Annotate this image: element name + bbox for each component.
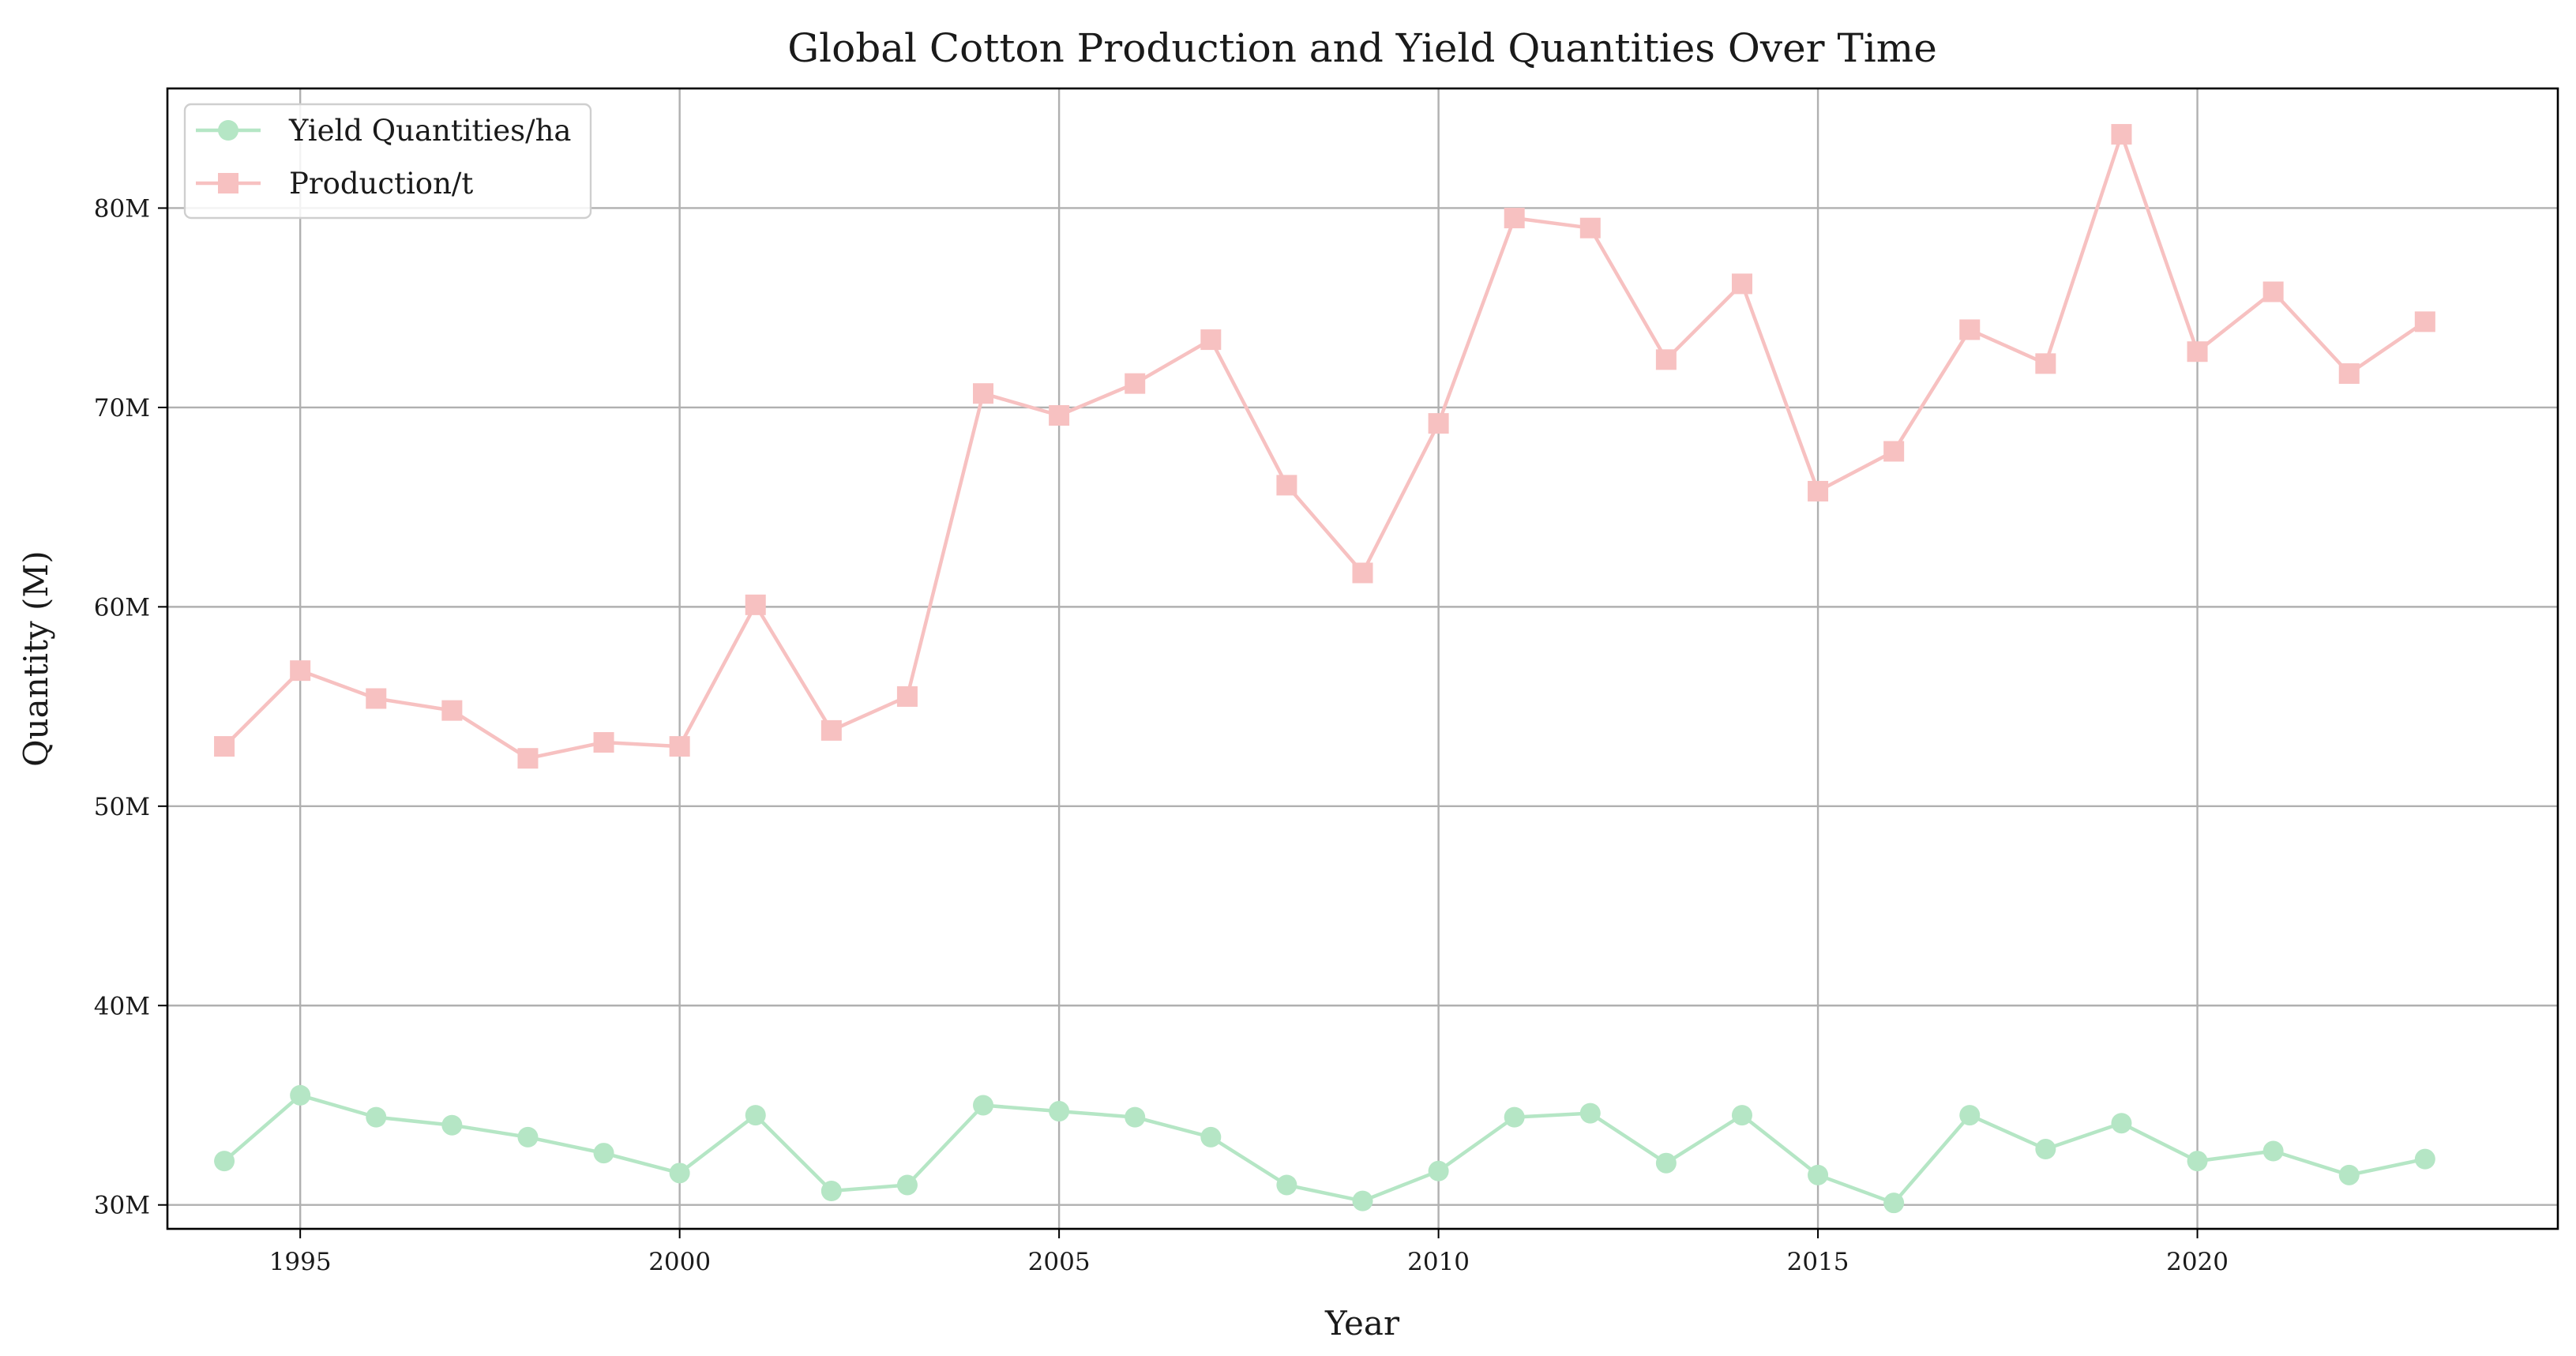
data-point-production (1049, 405, 1070, 426)
legend-marker-yield (218, 120, 238, 141)
data-point-production (896, 686, 918, 707)
series-line-production (223, 132, 2427, 761)
data-point-production (214, 736, 235, 757)
data-point-yield (1049, 1101, 1070, 1122)
data-point-yield (2111, 1113, 2132, 1134)
data-point-production (441, 700, 463, 721)
data-point-yield (366, 1106, 387, 1128)
y-tick-label: 40M (94, 992, 150, 1020)
data-point-yield (1579, 1102, 1601, 1124)
data-point-production (1125, 373, 1146, 394)
series-yield (214, 1084, 2435, 1214)
data-point-production (2187, 341, 2208, 362)
legend-box (183, 103, 592, 220)
data-point-yield (441, 1114, 463, 1136)
data-point-yield (1125, 1106, 1146, 1128)
data-point-production (2414, 311, 2435, 332)
series-line-yield (223, 1093, 2426, 1205)
data-point-yield (896, 1174, 918, 1196)
x-tick-label: 2000 (648, 1248, 711, 1276)
legend-label-yield: Yield Quantities/ha (288, 114, 571, 148)
data-point-yield (745, 1105, 766, 1126)
data-point-production (820, 719, 842, 741)
series-production (214, 124, 2435, 769)
y-tick-label: 60M (94, 593, 150, 622)
data-point-production (2111, 124, 2132, 145)
data-point-yield (214, 1151, 235, 1172)
y-tick-label: 80M (94, 194, 150, 223)
data-point-yield (517, 1126, 539, 1148)
data-point-production (366, 688, 387, 709)
data-point-yield (2262, 1140, 2284, 1162)
data-point-production (2338, 363, 2360, 384)
data-point-yield (1504, 1106, 1525, 1128)
data-point-yield (1808, 1164, 1829, 1185)
legend-marker-production (218, 173, 238, 193)
x-tick-label: 2020 (2166, 1248, 2229, 1276)
data-point-yield (973, 1095, 994, 1116)
data-point-production (517, 748, 539, 769)
data-point-production (669, 736, 690, 757)
chart-title: Global Cotton Production and Yield Quant… (787, 25, 1937, 71)
data-point-yield (1883, 1193, 1905, 1214)
data-point-yield (290, 1084, 311, 1106)
y-axis-title: Quantity (M) (17, 550, 55, 767)
data-point-production (593, 732, 614, 753)
series-layer (214, 124, 2435, 1214)
data-point-production (1808, 480, 1829, 501)
data-point-yield (2414, 1148, 2435, 1170)
legend-entry-production: Production/t (196, 167, 473, 201)
data-point-production (1352, 562, 1373, 584)
y-tick-label: 50M (94, 793, 150, 821)
data-point-production (1200, 329, 1222, 351)
legend-label-production: Production/t (289, 167, 473, 201)
y-tick-label: 70M (94, 394, 150, 423)
data-point-yield (1959, 1105, 1981, 1126)
data-point-yield (2035, 1139, 2056, 1160)
data-point-production (2262, 281, 2284, 302)
legend-entry-yield: Yield Quantities/ha (196, 114, 571, 148)
data-point-production (2035, 353, 2056, 374)
data-point-production (1276, 475, 1297, 496)
x-axis-title: Year (1324, 1304, 1400, 1343)
data-point-yield (1428, 1160, 1449, 1181)
x-tick-label: 2010 (1407, 1248, 1470, 1276)
data-point-yield (2187, 1151, 2208, 1172)
data-point-production (1655, 349, 1677, 370)
data-point-yield (1200, 1126, 1222, 1148)
grid (167, 88, 2558, 1229)
legend: Yield Quantities/ha Production/t (183, 103, 592, 220)
plot-frame (166, 87, 2559, 1230)
data-point-yield (1655, 1152, 1677, 1174)
x-tick-label: 1995 (269, 1248, 332, 1276)
data-point-production (745, 594, 766, 615)
data-point-production (1731, 273, 1752, 295)
data-point-production (1883, 441, 1905, 462)
data-point-production (973, 383, 994, 404)
x-tick-label: 2005 (1028, 1248, 1091, 1276)
data-point-production (290, 660, 311, 682)
ticks: 1995 2000 2005 2010 2015 2020 30M 40M 50M 60M 70M 8… (94, 194, 2229, 1276)
data-point-production (1959, 319, 1981, 340)
data-point-production (1504, 208, 1525, 229)
data-point-production (1428, 413, 1449, 434)
data-point-yield (593, 1143, 614, 1164)
y-tick-label: 30M (94, 1192, 150, 1220)
data-point-production (1579, 217, 1601, 239)
x-tick-label: 2015 (1787, 1248, 1849, 1276)
data-point-yield (1731, 1105, 1752, 1126)
data-point-yield (2338, 1164, 2360, 1185)
data-point-yield (669, 1163, 690, 1184)
data-point-yield (1276, 1174, 1297, 1196)
data-point-yield (820, 1181, 842, 1202)
data-point-yield (1352, 1190, 1373, 1211)
